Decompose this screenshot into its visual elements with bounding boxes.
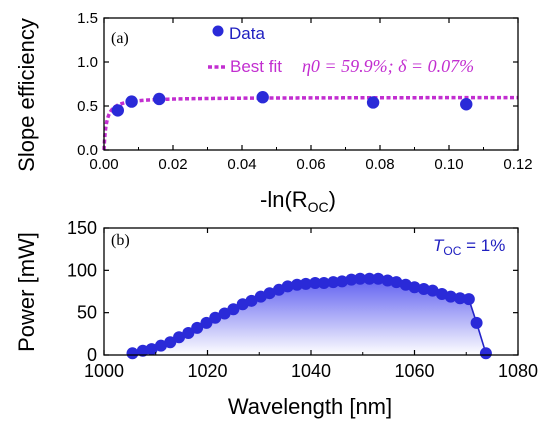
panel-a-y-tick-labels: 0.0 0.5 1.0 1.5 <box>77 10 98 159</box>
spectrum-point <box>245 294 258 307</box>
panel-b-x-axis-label: Wavelength [nm] <box>228 394 392 419</box>
legend-data-marker <box>212 25 224 37</box>
y-tick-label: 100 <box>67 260 97 280</box>
x-tick-label: 0.06 <box>296 156 325 173</box>
y-tick-label: 0.5 <box>77 98 98 115</box>
spectrum-point <box>363 272 376 285</box>
toc-annotation: TOC = 1% <box>433 236 505 258</box>
legend-fit-label: Best fit <box>230 57 282 76</box>
x-tick-label: 0.08 <box>365 156 394 173</box>
y-tick-label: 1.0 <box>77 54 98 71</box>
spectrum-point <box>470 316 483 329</box>
spectrum-point <box>164 336 177 349</box>
spectrum-point <box>182 326 195 339</box>
spectrum-point <box>154 339 167 352</box>
spectrum-point <box>336 275 349 288</box>
panel-b-y-tick-labels: 0 50 100 150 <box>67 218 97 365</box>
x-tick-label: 0.12 <box>503 156 532 173</box>
spectrum-point <box>444 290 457 303</box>
panel-b-points <box>126 272 492 360</box>
spectrum-point <box>390 276 403 289</box>
spectrum-point <box>299 277 312 290</box>
spectrum-point <box>126 347 139 360</box>
x-tick-label: 1080 <box>498 361 538 381</box>
x-tick-label: 1000 <box>84 361 124 381</box>
spectrum-point <box>372 272 385 285</box>
spectrum-point <box>209 311 222 324</box>
panel-b-y-axis-label: Power [mW] <box>14 232 39 352</box>
panel-a-x-tick-labels: 0.00 0.02 0.04 0.06 0.08 0.10 0.12 <box>89 156 532 173</box>
spectrum-point <box>426 284 439 297</box>
data-point <box>366 96 380 109</box>
data-point <box>153 92 166 106</box>
data-point <box>256 91 269 104</box>
x-tick-label: 1020 <box>187 361 227 381</box>
legend-data-label: Data <box>229 24 265 43</box>
x-tick-label: 1040 <box>291 361 331 381</box>
spectrum-point <box>291 278 304 291</box>
y-tick-label: 150 <box>67 218 97 238</box>
spectrum-point <box>281 280 294 293</box>
data-point <box>111 104 125 117</box>
panel-b-plot-frame <box>103 227 519 356</box>
x-tick-label: 0.02 <box>158 156 187 173</box>
panel-a-x-axis-label: -ln(ROC) <box>260 187 336 215</box>
panel-a: 0.00 0.02 0.04 0.06 0.08 0.10 0.12 0.0 0.5 1.0 1.… <box>14 10 533 215</box>
spectrum-point <box>345 273 358 286</box>
best-fit-line <box>102 95 519 151</box>
fit-parameters: η0 = 59.9%; δ = 0.07% <box>302 56 474 76</box>
panel-a-ticks <box>103 17 519 151</box>
x-tick-label: 1060 <box>394 361 434 381</box>
spectrum-point <box>191 321 204 334</box>
panel-b-label: (b) <box>111 232 130 249</box>
spectrum-point <box>454 292 467 305</box>
y-tick-label: 50 <box>77 303 97 323</box>
x-tick-label: 0.10 <box>434 156 463 173</box>
power-area-fill <box>132 278 486 355</box>
spectrum-point <box>173 331 186 344</box>
panel-a-plot-frame <box>103 17 519 151</box>
x-tick-label: 0.04 <box>227 156 256 173</box>
panel-b: 1000 1020 1040 1060 1080 0 50 100 150 (b) TOC =… <box>14 218 538 419</box>
spectrum-point <box>200 316 213 329</box>
y-tick-label: 0 <box>87 345 97 365</box>
spectrum-point <box>354 272 367 285</box>
spectrum-point <box>309 277 322 290</box>
spectrum-point <box>408 281 421 294</box>
x-tick-label: 0.00 <box>89 156 118 173</box>
data-point <box>125 95 138 108</box>
spectrum-point <box>479 347 492 360</box>
spectrum-point <box>327 276 340 289</box>
data-point <box>460 98 473 111</box>
panel-b-x-tick-labels: 1000 1020 1040 1060 1080 <box>84 361 538 381</box>
y-tick-label: 1.5 <box>77 10 98 27</box>
y-tick-label: 0.0 <box>77 142 98 159</box>
spectrum-point <box>145 343 158 356</box>
panel-a-label: (a) <box>111 30 129 47</box>
spectrum-point <box>263 287 276 300</box>
spectrum-point <box>227 303 240 316</box>
panel-a-points <box>111 91 473 117</box>
panel-a-y-axis-label: Slope efficiency <box>14 18 39 172</box>
spectrum-point <box>317 277 330 290</box>
spectrum-point <box>462 293 475 306</box>
